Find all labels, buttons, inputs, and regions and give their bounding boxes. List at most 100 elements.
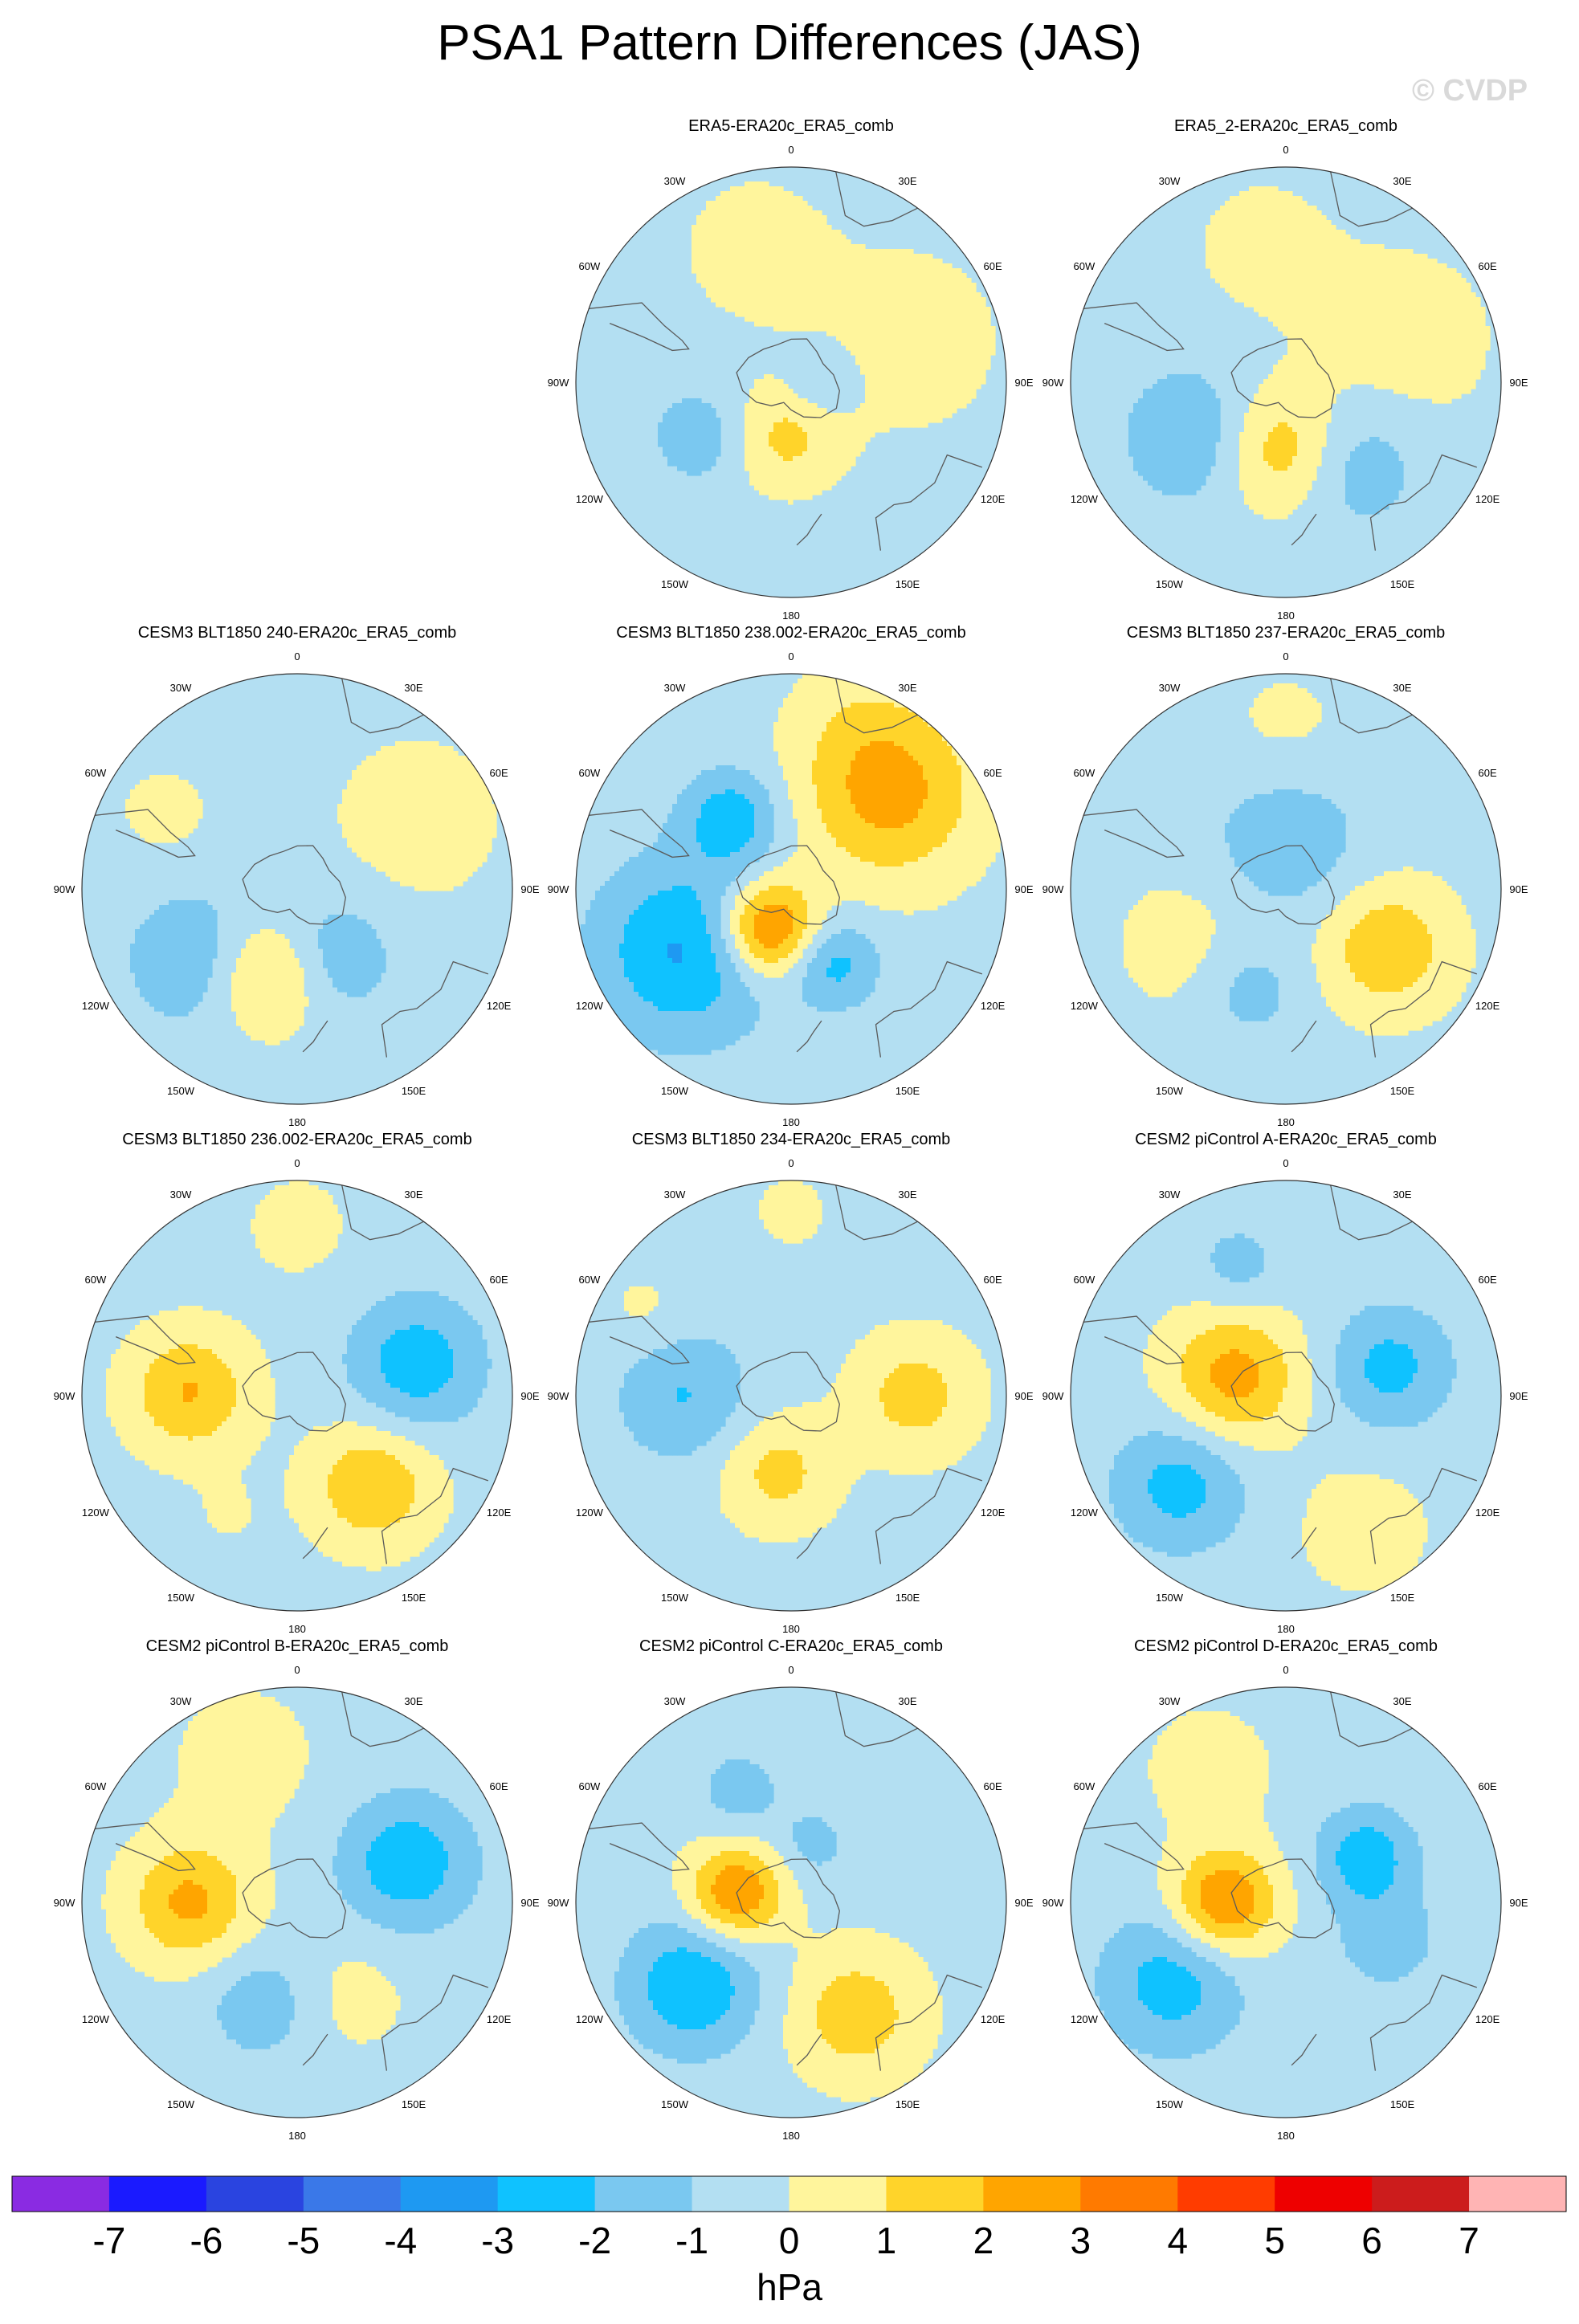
field-cell — [981, 379, 986, 385]
field-cell — [1340, 355, 1346, 361]
field-cell — [807, 263, 813, 269]
field-cell — [961, 331, 967, 336]
field-cell — [836, 461, 842, 467]
field-cell — [1379, 369, 1385, 375]
field-cell — [1389, 475, 1394, 481]
field-cell — [1350, 451, 1356, 457]
field-cell — [1379, 365, 1385, 370]
field-cell — [1162, 461, 1168, 467]
field-cell — [1128, 418, 1134, 423]
field-cell — [798, 480, 803, 486]
field-cell — [1408, 312, 1414, 317]
field-cell — [981, 302, 986, 308]
field-cell — [1360, 316, 1365, 322]
field-cell — [1379, 331, 1385, 336]
field-cell — [802, 206, 808, 211]
field-cell — [1287, 336, 1293, 341]
field-cell — [769, 432, 774, 438]
field-cell — [913, 398, 919, 404]
field-cell — [942, 263, 948, 269]
field-cell — [1355, 297, 1361, 303]
field-cell — [1365, 244, 1370, 250]
field-cell — [701, 451, 707, 457]
field-cell — [870, 249, 875, 255]
field-cell — [1273, 225, 1279, 230]
field-cell — [1263, 504, 1269, 510]
field-cell — [870, 422, 875, 428]
field-cell — [1475, 331, 1481, 336]
field-cell — [1336, 384, 1341, 389]
field-cell — [952, 369, 957, 375]
field-cell — [677, 461, 683, 467]
field-cell — [1312, 466, 1317, 471]
field-cell — [1283, 432, 1288, 438]
field-cell — [658, 422, 663, 428]
field-cell — [822, 312, 827, 317]
field-cell — [1181, 490, 1187, 495]
field-cell — [952, 365, 957, 370]
field-cell — [899, 384, 904, 389]
field-cell — [1471, 374, 1476, 380]
field-cell — [1302, 369, 1308, 375]
field-cell — [1422, 326, 1428, 332]
field-cell — [1389, 297, 1394, 303]
field-cell — [1437, 312, 1442, 317]
field-cell — [966, 297, 972, 303]
field-cell — [1345, 312, 1351, 317]
field-cell — [1403, 350, 1409, 356]
field-cell — [884, 336, 890, 341]
field-cell — [769, 393, 774, 399]
field-cell — [865, 345, 871, 351]
field-cell — [1403, 268, 1409, 274]
field-cell — [817, 451, 822, 457]
field-cell — [1355, 326, 1361, 332]
field-cell — [894, 249, 900, 255]
field-cell — [778, 234, 784, 240]
field-cell — [928, 393, 933, 399]
field-cell — [1283, 268, 1288, 274]
field-cell — [1210, 398, 1216, 404]
field-cell — [1292, 239, 1298, 245]
field-cell — [1283, 456, 1288, 462]
field-cell — [1365, 495, 1370, 500]
field-cell — [894, 355, 900, 361]
field-cell — [1263, 239, 1269, 245]
field-cell — [793, 471, 798, 476]
field-cell — [783, 259, 789, 264]
field-cell — [1307, 331, 1312, 336]
field-cell — [918, 413, 924, 418]
field-cell — [879, 259, 885, 264]
field-cell — [961, 307, 967, 312]
field-cell — [764, 418, 769, 423]
field-cell — [1210, 427, 1216, 433]
field-cell — [759, 302, 765, 308]
field-cell — [1254, 418, 1259, 423]
field-cell — [1442, 292, 1447, 298]
field-cell — [749, 215, 755, 221]
field-cell — [1287, 210, 1293, 216]
field-cell — [788, 490, 794, 495]
field-cell — [1273, 312, 1279, 317]
field-cell — [1297, 456, 1303, 462]
field-cell — [769, 244, 774, 250]
field-cell — [1302, 312, 1308, 317]
field-cell — [1336, 321, 1341, 327]
field-cell — [696, 254, 702, 259]
field-cell — [1162, 485, 1168, 491]
field-cell — [1254, 456, 1259, 462]
field-cell — [870, 292, 875, 298]
field-cell — [1384, 254, 1389, 259]
field-cell — [1312, 413, 1317, 418]
field-cell — [1312, 422, 1317, 428]
field-cell — [1177, 379, 1182, 385]
field-cell — [1254, 499, 1259, 505]
field-cell — [1379, 345, 1385, 351]
field-cell — [812, 437, 818, 442]
field-cell — [1210, 432, 1216, 438]
field-cell — [1307, 393, 1312, 399]
field-cell — [1340, 374, 1346, 380]
field-cell — [1287, 292, 1293, 298]
field-cell — [769, 316, 774, 322]
field-cell — [807, 244, 813, 250]
field-cell — [1244, 302, 1250, 308]
